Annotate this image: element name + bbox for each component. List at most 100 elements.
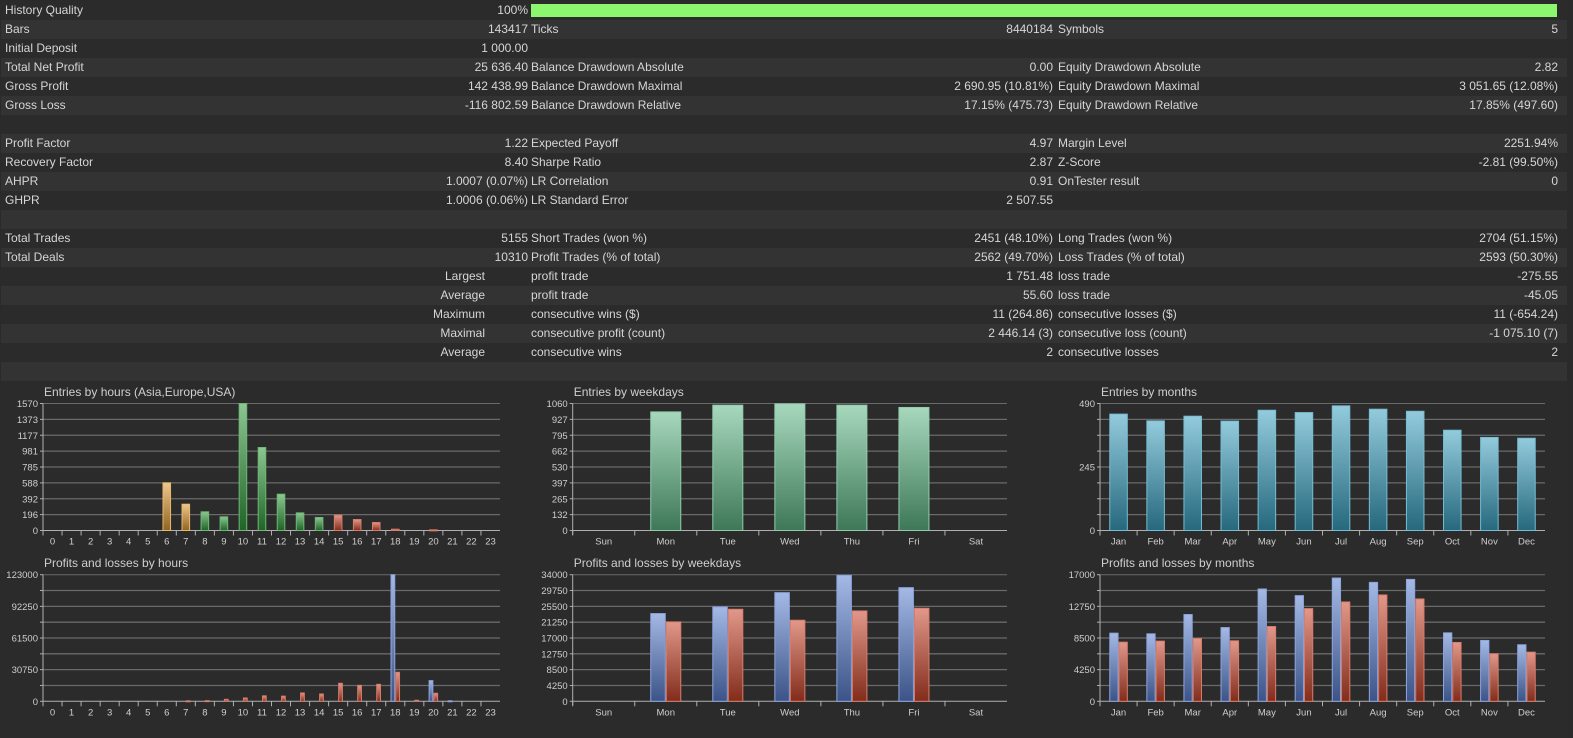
x-tick-label: 9 [221, 707, 226, 718]
stat-label: Symbols [1058, 22, 1105, 36]
stat-value: 3 051.65 (12.08%) [1459, 79, 1558, 93]
stat-label: Total Net Profit [5, 60, 84, 74]
x-tick-label: Nov [1481, 537, 1498, 548]
bar [429, 529, 438, 532]
y-tick-label: 21250 [541, 618, 567, 629]
stat-value: 1.0006 (0.06%) [445, 193, 528, 207]
x-tick-label: Oct [1445, 537, 1460, 548]
y-tick-label: 1570 [17, 399, 38, 410]
y-tick-label: 392 [22, 494, 38, 505]
stat-value: 2562 (49.70%) [974, 250, 1053, 264]
profit-bar [1368, 581, 1379, 702]
stat-value: -2.81 (99.50%) [1478, 155, 1558, 169]
y-tick-label: 34000 [541, 570, 567, 581]
x-tick-label: Sep [1407, 707, 1424, 718]
stats-row: Total Net Profit 25 636.40 Balance Drawdow… [1, 58, 1567, 77]
x-tick-label: 5 [145, 707, 150, 718]
loss-bar [261, 695, 267, 702]
x-tick-label: Sun [595, 537, 612, 548]
loss-bar [1155, 640, 1165, 702]
stat-label: loss trade [1058, 288, 1111, 302]
y-tick-label: 92250 [12, 602, 38, 613]
stat-label: Balance Drawdown Relative [531, 98, 682, 112]
x-tick-label: 6 [164, 707, 169, 718]
stats-row: Maximal consecutive profit (count) 2 446.1… [1, 324, 1567, 343]
bar [333, 514, 343, 531]
stat-label: Profit Factor [5, 136, 71, 150]
x-tick-label: Feb [1147, 537, 1163, 548]
y-tick-label: 245 [1079, 463, 1095, 474]
chart-title: Profits and losses by weekdays [574, 556, 741, 570]
y-tick-label: 61500 [12, 634, 38, 645]
profit-bar [1146, 633, 1156, 702]
stats-row: GHPR 1.0006 (0.06%) LR Standard Error 2 507… [1, 191, 1567, 210]
loss-bar [395, 671, 401, 702]
stat-value: 2 [1046, 345, 1053, 359]
stat-value: -45.05 [1523, 288, 1558, 302]
x-tick-label: 2 [88, 537, 93, 548]
chart-title: Profits and losses by hours [44, 556, 188, 570]
x-tick-label: 23 [485, 537, 496, 548]
profit-bar [774, 592, 790, 702]
profit-bar [1517, 644, 1527, 702]
stat-label: Average [440, 345, 485, 359]
profit-bar [1109, 632, 1119, 702]
stat-value: 100% [497, 3, 528, 17]
stat-value: -1 075.10 (7) [1489, 326, 1558, 340]
x-tick-label: 6 [164, 537, 169, 548]
bar [390, 528, 400, 532]
x-tick-label: Oct [1445, 707, 1460, 718]
stat-value: 143417 [487, 22, 528, 36]
profit-bar [428, 680, 434, 702]
stat-value: 2451 (48.10%) [974, 231, 1053, 245]
x-tick-label: 1 [69, 537, 74, 548]
loss-bar [1526, 651, 1536, 702]
x-tick-label: 14 [314, 707, 325, 718]
profit-bar [1443, 632, 1453, 702]
x-tick-label: 19 [409, 537, 420, 548]
stat-label: AHPR [5, 174, 39, 188]
stats-spacer-row [1, 115, 1567, 134]
y-tick-label: 8500 [547, 665, 568, 676]
x-tick-label: Mar [1185, 707, 1201, 718]
stats-spacer-row [1, 362, 1567, 381]
stat-label: Average [440, 288, 485, 302]
stat-label: Profit Trades (% of total) [531, 250, 661, 264]
stat-label: Balance Drawdown Absolute [531, 60, 684, 74]
loss-bar [1415, 598, 1425, 702]
stat-label: consecutive losses ($) [1058, 307, 1177, 321]
y-tick-label: 30750 [12, 665, 38, 676]
x-tick-label: 22 [466, 537, 477, 548]
stats-row: Gross Profit 142 438.99 Balance Drawdown M… [1, 77, 1567, 96]
bar [898, 406, 930, 531]
x-tick-label: Sep [1407, 537, 1424, 548]
bar [1331, 405, 1351, 531]
stat-label: profit trade [531, 288, 589, 302]
stat-label: Sharpe Ratio [531, 155, 602, 169]
x-tick-label: 12 [276, 537, 287, 548]
x-tick-label: Dec [1518, 707, 1535, 718]
x-tick-label: Thu [844, 537, 860, 548]
stat-value: 2 446.14 (3) [988, 326, 1053, 340]
profit-bar [1183, 614, 1193, 702]
profit-bar [898, 587, 914, 702]
stat-value: 1.0007 (0.07%) [445, 174, 528, 188]
bar [836, 404, 868, 531]
loss-bar [1452, 641, 1462, 702]
bar [200, 511, 210, 531]
x-tick-label: 3 [107, 537, 112, 548]
stats-row: Maximum consecutive wins ($) 11 (264.86) co… [1, 305, 1567, 324]
loss-bar [727, 608, 744, 702]
stat-value: 4.97 [1029, 136, 1053, 150]
stat-label: consecutive losses [1058, 345, 1159, 359]
x-tick-label: 18 [390, 707, 401, 718]
stat-label: Initial Deposit [5, 41, 78, 55]
y-tick-label: 17000 [1069, 570, 1095, 581]
stat-value: 55.60 [1022, 288, 1053, 302]
stat-value: 17.15% (475.73) [964, 98, 1053, 112]
x-tick-label: 15 [333, 707, 344, 718]
stat-value: 8440184 [1006, 22, 1053, 36]
stat-label: LR Standard Error [531, 193, 629, 207]
x-tick-label: Aug [1370, 707, 1387, 718]
stat-label: Balance Drawdown Maximal [531, 79, 683, 93]
